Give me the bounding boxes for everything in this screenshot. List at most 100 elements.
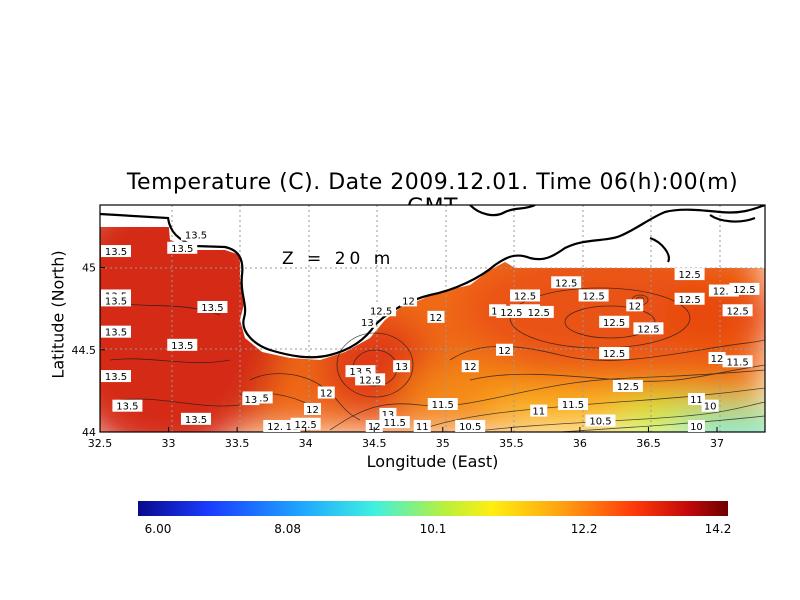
contour-label-text: 12 [711,354,724,365]
contour-label: 10 [687,420,705,433]
contour-label-box [304,402,322,415]
contour-label-box [393,360,411,373]
contour-label-text: 11.5 [432,400,454,411]
contour-label: 12.5 [612,379,643,393]
contour-label-text: 11 [690,395,703,406]
contour-label-box [101,245,131,258]
contour-label-text: 11.5 [562,400,584,411]
contour-label: 13.5 [197,300,228,314]
contour-label-text: 10.5 [459,422,481,433]
x-tick-label: 36.5 [636,437,661,450]
contour-label: 11 [687,393,705,406]
contour-label-box [674,292,705,305]
contour-label-text: 12 [430,313,443,324]
contour-label: 12 [626,299,644,312]
contour-label-box [167,338,198,351]
contour-label: 13 [393,360,411,373]
contour-label-box [180,412,211,425]
contour-label: 12 [461,360,479,373]
contour-label: 10 [701,399,719,413]
contour-label-text: 13 [244,395,257,406]
temperature-field [100,205,765,432]
contour-label-text: 12.5 [637,324,659,335]
contour-label-text: 12.5 [678,295,700,306]
contour-label: 11.5 [558,398,589,411]
contour-label-box [101,370,131,383]
colorbar-tick-label: 14.2 [705,522,732,536]
contour-label-box [180,228,211,241]
contour-label: 12 [708,351,726,365]
contour-label-box [317,386,335,399]
contour-label-box [558,398,589,411]
contour-label: 13.5 [101,325,131,339]
x-tick-label: 34.5 [362,437,387,450]
contour-label-box [687,393,705,406]
contour-label: 13.5 [101,370,131,383]
x-tick-label: 35 [436,437,450,450]
contour-label-text: 13 [361,318,374,329]
contour-label-box [400,294,418,307]
contour-label-box [112,399,143,412]
contour-label: 12.5 [578,289,609,302]
contour-label-box [455,420,486,432]
contour-label: 12 [427,310,445,324]
contour-label-box [599,347,630,360]
contour-label: 13.5 [101,245,131,258]
contour-label-box [461,360,479,373]
contour-label-box [701,399,719,412]
colorbar-tick-label: 8.08 [274,522,301,536]
contour-label-text: 12 [402,296,415,307]
contour-label-box [290,417,321,430]
contour-label-text: 12 [498,346,511,357]
plot-frame [99,204,766,433]
contour-label-box [523,305,554,318]
contour-label-box [729,282,760,295]
contour-label-box [708,351,726,364]
colorbar-ticks: 6.00 8.08 10.1 12.2 14.2 [145,522,732,536]
contour-label: 12.5 [523,305,554,319]
colorbar-tick-label: 10.1 [420,522,447,536]
contour-label: 12 [317,386,335,400]
x-tick-label: 33 [162,437,176,450]
contour-label-text: 12.5 [733,285,755,296]
contour-label: 12.5 [599,347,630,360]
contour-label-text: 12.5 [359,375,381,386]
contour-label-box [585,414,616,427]
contour-label-text: 12.5 [603,349,625,360]
y-tick-label: 44.5 [72,344,97,357]
depth-annotation: Z = 20 m [282,249,394,269]
contour-label-text: 13.5 [105,372,127,383]
contour-label: 12 [304,402,322,416]
contour-label-text: 13.5 [105,328,127,339]
contour-label-box [101,294,131,307]
contour-label-text: 12.5 [514,291,536,302]
contour-label: 12.5 [674,268,705,281]
contour-label-text: 10 [704,402,717,413]
contour-label-text: 12.5 [500,308,522,319]
contour-label-box [722,304,753,317]
x-tick-label: 32.5 [88,437,113,450]
x-tick-label: 34 [299,437,313,450]
contour-label-text: 13.5 [171,244,193,255]
contour-label-box [197,300,228,313]
contour-label-text: 10 [690,422,703,433]
contour-label: 13.5 [112,399,143,413]
contour-label: 12.5 [355,373,386,386]
x-axis-ticks: 32.5 33 33.5 34 34.5 35 35.5 36 36.5 37 [88,427,724,450]
contour-label-text: 12.5 [726,306,748,317]
contour-label-box [674,268,705,281]
contour-label-text: 12.5 [603,318,625,329]
contour-label: 12.5 [599,315,630,329]
colorbar-tick-label: 6.00 [145,522,172,536]
contour-label-text: 12 [464,362,477,373]
contour-label-text: 13.5 [185,415,207,426]
contour-label: 12 [400,294,418,307]
contour-label-text: 12.5 [617,382,639,393]
contour-label-box [722,355,753,368]
contour-label-box [599,315,630,328]
contour-label: 13.5 [167,338,198,352]
contour-label: 13.5 [167,241,198,255]
contour-label-box [496,305,527,318]
contour-label: 12 [495,343,513,357]
